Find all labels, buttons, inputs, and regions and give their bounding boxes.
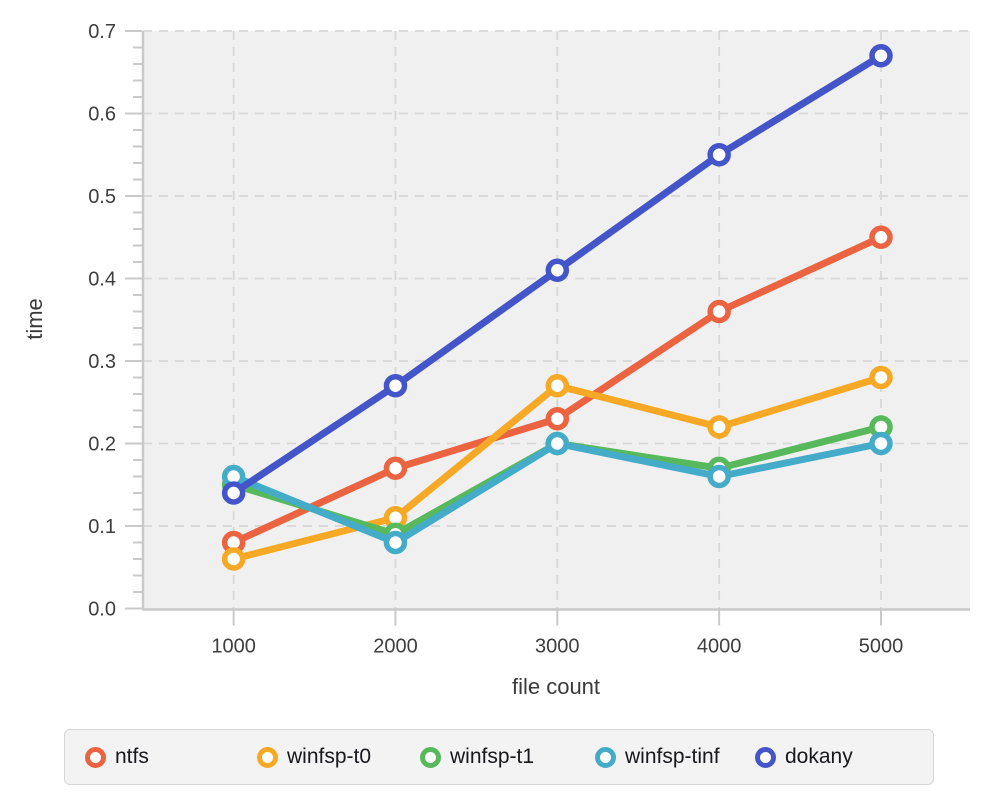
legend-item-winfsp-t0: winfsp-t0 bbox=[257, 745, 420, 769]
legend-label: winfsp-tinf bbox=[625, 745, 720, 768]
data-point-winfsp-t0 bbox=[707, 415, 731, 439]
data-point-ntfs bbox=[545, 407, 570, 431]
legend-item-winfsp-tinf: winfsp-tinf bbox=[595, 745, 755, 769]
legend-item-ntfs: ntfs bbox=[85, 745, 257, 769]
data-point-winfsp-tinf bbox=[869, 431, 893, 456]
data-point-winfsp-tinf bbox=[383, 530, 408, 555]
data-point-winfsp-t0 bbox=[221, 547, 246, 571]
legend-marker-icon bbox=[595, 746, 616, 768]
legend: ntfs winfsp-t0 winfsp-t1 winfsp-tinf dokany bbox=[64, 729, 934, 785]
data-point-dokany bbox=[869, 44, 893, 68]
y-tick-label: 0.3 bbox=[88, 351, 116, 373]
data-point-dokany bbox=[545, 258, 570, 282]
legend-marker-icon bbox=[755, 746, 776, 768]
y-tick-label: 0.4 bbox=[88, 269, 116, 291]
y-tick-label: 0.7 bbox=[88, 21, 116, 43]
data-point-ntfs bbox=[383, 456, 408, 480]
y-tick-label: 0.5 bbox=[88, 186, 116, 208]
legend-label: winfsp-t1 bbox=[450, 745, 535, 768]
data-point-winfsp-t0 bbox=[869, 365, 893, 390]
x-tick-label: 2000 bbox=[373, 636, 418, 658]
data-point-ntfs bbox=[869, 225, 893, 249]
legend-marker-icon bbox=[257, 746, 278, 768]
data-point-dokany bbox=[383, 374, 408, 398]
data-point-winfsp-tinf bbox=[545, 431, 570, 456]
y-axis-title: time bbox=[22, 298, 47, 340]
x-tick-label: 1000 bbox=[211, 636, 256, 658]
data-point-winfsp-tinf bbox=[707, 464, 731, 489]
y-tick-label: 0.1 bbox=[88, 516, 116, 538]
legend-label: winfsp-t0 bbox=[287, 745, 372, 768]
x-axis-title: file count bbox=[512, 674, 600, 699]
legend-item-winfsp-t1: winfsp-t1 bbox=[420, 745, 595, 769]
legend-label: ntfs bbox=[115, 745, 149, 768]
line-chart: 0.0 0.1 0.2 0.3 0.4 0.5 0.6 0.7 1000 2000 3000 4000… bbox=[22, 21, 970, 699]
y-tick-label: 0.0 bbox=[88, 599, 116, 621]
x-tick-label: 4000 bbox=[697, 636, 742, 658]
legend-label: dokany bbox=[785, 745, 853, 768]
x-tick-label: 3000 bbox=[535, 636, 580, 658]
x-tick-label: 5000 bbox=[859, 636, 904, 658]
y-tick-label: 0.2 bbox=[88, 434, 116, 456]
legend-marker-icon bbox=[85, 746, 106, 768]
data-point-ntfs bbox=[707, 299, 731, 324]
y-tick-label: 0.6 bbox=[88, 104, 116, 126]
legend-marker-icon bbox=[420, 746, 441, 768]
data-point-dokany bbox=[221, 481, 246, 505]
data-point-winfsp-t0 bbox=[545, 374, 570, 398]
data-point-dokany bbox=[707, 143, 731, 167]
legend-item-dokany: dokany bbox=[755, 745, 853, 769]
